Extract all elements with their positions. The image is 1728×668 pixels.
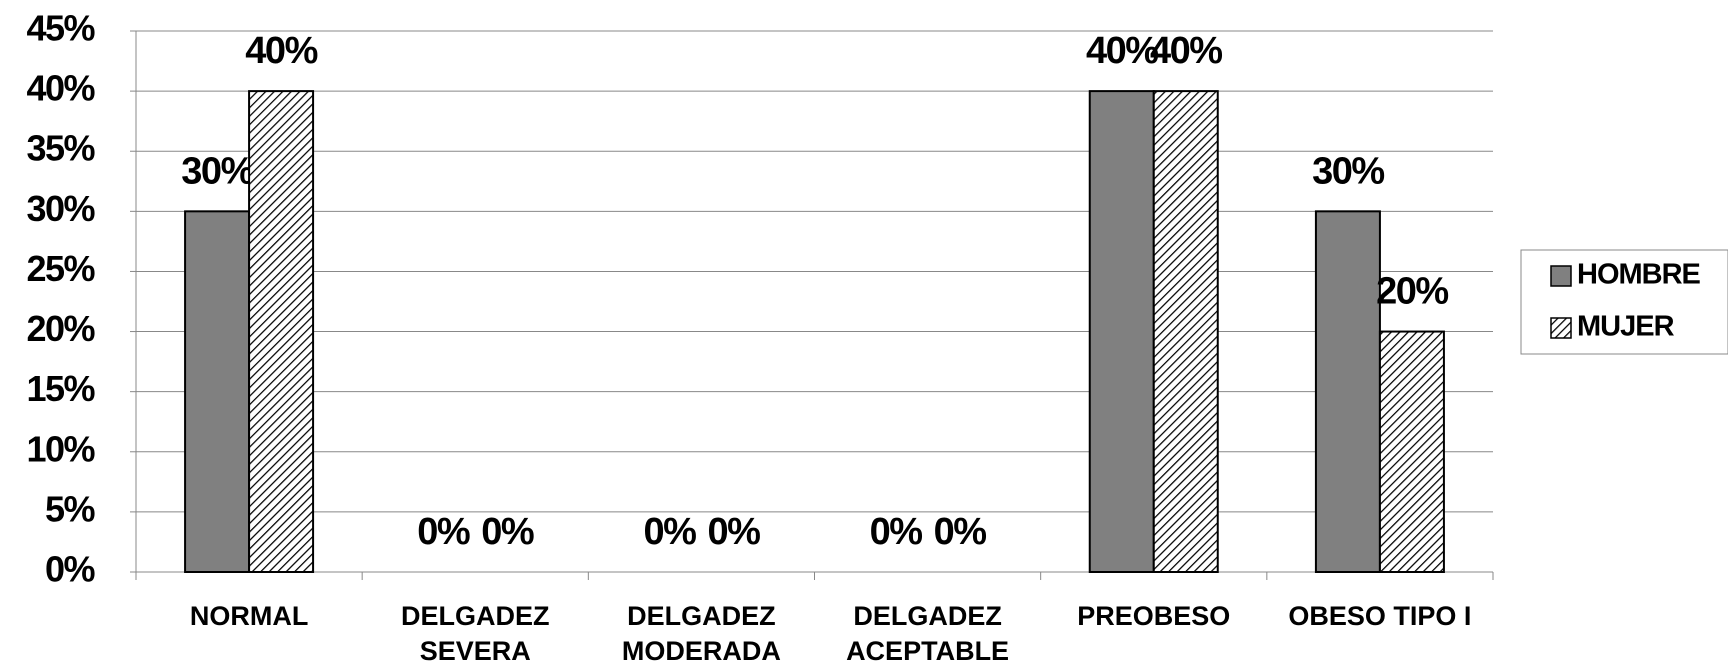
data-label: 40% — [245, 30, 317, 72]
y-tick-label: 30% — [26, 188, 95, 229]
x-tick-label: MODERADA — [622, 636, 781, 666]
legend-label: MUJER — [1577, 311, 1675, 343]
data-label: 0% — [417, 511, 470, 553]
y-tick-label: 0% — [45, 549, 96, 590]
x-tick-label: NORMAL — [190, 601, 308, 631]
bar — [184, 210, 251, 573]
data-label: 40% — [1086, 30, 1158, 72]
data-label: 0% — [934, 511, 987, 553]
bar — [1314, 210, 1381, 573]
bar — [1378, 330, 1445, 573]
bar — [1152, 90, 1219, 573]
x-tick-label: OBESO TIPO I — [1288, 601, 1471, 631]
y-tick-label: 25% — [26, 248, 95, 289]
y-tick-label: 45% — [26, 8, 95, 49]
legend-label: HOMBRE — [1577, 259, 1701, 291]
y-tick-label: 40% — [26, 68, 95, 109]
y-tick-label: 5% — [45, 488, 96, 529]
y-tick-label: 20% — [26, 308, 95, 349]
data-label: 20% — [1376, 271, 1448, 313]
legend-swatch — [1550, 265, 1572, 287]
x-tick-label: DELGADEZ — [627, 601, 776, 631]
y-tick-label: 35% — [26, 128, 95, 169]
y-tick-label: 10% — [26, 428, 95, 469]
data-label: 0% — [870, 511, 923, 553]
data-label: 0% — [707, 511, 760, 553]
x-tick-label: PREOBESO — [1077, 601, 1230, 631]
data-label: 30% — [1312, 150, 1384, 192]
y-tick-label: 15% — [26, 368, 95, 409]
data-label: 0% — [481, 511, 534, 553]
x-tick-label: SEVERA — [420, 636, 531, 666]
x-tick-label: DELGADEZ — [853, 601, 1002, 631]
data-label: 30% — [181, 150, 253, 192]
data-label: 0% — [643, 511, 696, 553]
bar — [1088, 90, 1155, 573]
x-tick-label: DELGADEZ — [401, 601, 550, 631]
legend-swatch — [1550, 317, 1572, 339]
bar — [248, 90, 315, 573]
x-tick-label: ACEPTABLE — [846, 636, 1009, 666]
data-label: 40% — [1150, 30, 1222, 72]
